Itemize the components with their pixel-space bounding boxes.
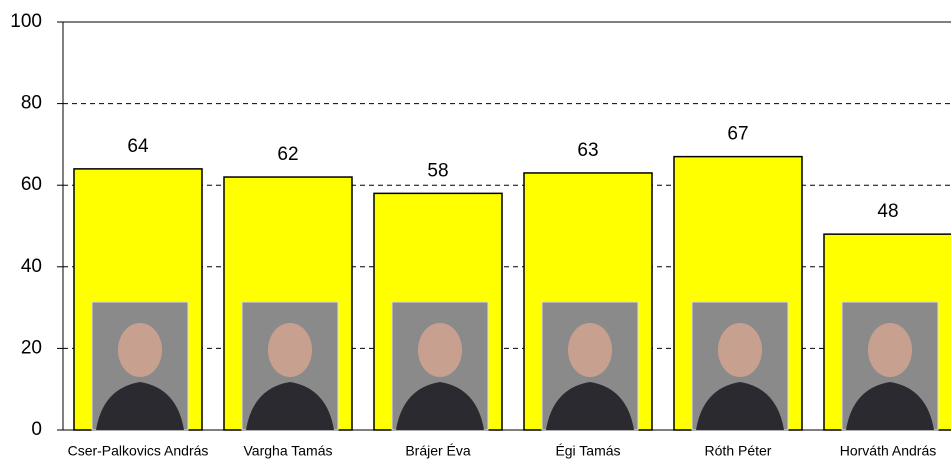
y-tick-label: 60 (21, 174, 42, 195)
portrait-body (696, 382, 784, 430)
value-label: 67 (727, 124, 748, 145)
x-tick-label: Vargha Tamás (244, 443, 333, 459)
portrait-head (568, 323, 612, 377)
y-tick-label: 20 (21, 337, 42, 358)
portrait-head (118, 323, 162, 377)
portrait-body (396, 382, 484, 430)
portrait-head (268, 323, 312, 377)
x-tick-label: Égi Tamás (555, 443, 620, 459)
x-tick-label: Cser-Palkovics András (68, 443, 209, 459)
value-label: 63 (577, 140, 598, 161)
portrait-head (868, 323, 912, 377)
portrait-head (418, 323, 462, 377)
x-tick-label: Brájer Éva (405, 443, 471, 459)
portrait-body (546, 382, 634, 430)
y-tick-label: 80 (21, 93, 42, 114)
portrait-body (246, 382, 334, 430)
portrait-body (96, 382, 184, 430)
y-tick-label: 0 (31, 419, 42, 440)
value-label: 62 (277, 144, 298, 165)
y-tick-label: 100 (10, 11, 42, 32)
value-label: 58 (427, 160, 448, 181)
value-label: 48 (877, 201, 898, 222)
value-label: 64 (127, 136, 149, 157)
x-tick-label: Horváth András (840, 443, 937, 459)
y-tick-label: 40 (21, 256, 42, 277)
x-tick-label: Róth Péter (705, 443, 772, 459)
portrait-head (718, 323, 762, 377)
portrait-body (846, 382, 934, 430)
